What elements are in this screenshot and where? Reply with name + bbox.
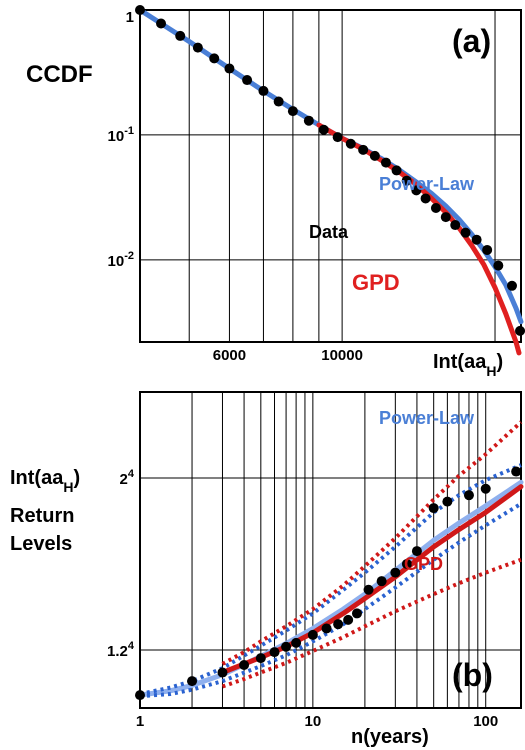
panel-b-ylabel-close: ) bbox=[73, 467, 80, 489]
panel-b-frame bbox=[139, 391, 522, 709]
panel-a-data-point bbox=[156, 18, 167, 29]
panel-b-data-point bbox=[269, 647, 280, 658]
panel-a-data-point bbox=[482, 244, 493, 255]
panel-a-data-point bbox=[420, 193, 431, 204]
panel-b-series-power-law-ci-upper bbox=[139, 463, 522, 696]
panel-a-data-point bbox=[287, 106, 298, 117]
panel-b-x-tick-label: 10 bbox=[305, 713, 322, 730]
panel-a-data-point bbox=[380, 157, 391, 168]
panel-b-data-point bbox=[307, 629, 318, 640]
panel-a: 6000 10000 1 10-1 10-2 (a) CCDF Power-Law Da… bbox=[26, 5, 525, 379]
panel-a-data-point bbox=[258, 85, 269, 96]
panel-a-data-point bbox=[192, 42, 203, 53]
panel-a-xlabel-main: Int(aa bbox=[433, 351, 487, 373]
panel-a-data-point bbox=[224, 63, 235, 74]
panel-b-ylabel-sub: H bbox=[63, 479, 73, 495]
panel-b-data-point bbox=[321, 623, 332, 634]
panel-b-series-power-law bbox=[137, 479, 524, 698]
panel-a-data-point bbox=[135, 5, 145, 15]
panel-b-y-tick-label: 1.24 bbox=[107, 640, 135, 660]
panel-a-data-point bbox=[369, 150, 380, 161]
panel-a-data-point bbox=[273, 96, 284, 107]
panel-b-xlabel: n(years) bbox=[351, 726, 429, 748]
panel-b-data-point bbox=[351, 608, 362, 619]
panel-a-xlabel-close: ) bbox=[496, 351, 503, 373]
panel-a-x-tick-label: 6000 bbox=[213, 347, 246, 364]
panel-a-data-point bbox=[493, 260, 504, 271]
panel-b-data-point bbox=[343, 614, 354, 625]
panel-b-ylabel-line2: Return bbox=[10, 505, 74, 527]
panel-b-data-point bbox=[480, 483, 491, 494]
panel-a-y-tick-label: 1 bbox=[126, 9, 134, 26]
panel-b-y-tick-label: 24 bbox=[120, 468, 135, 488]
label-data-a: Data bbox=[309, 222, 349, 242]
panel-b-data-point bbox=[187, 676, 198, 687]
panel-b-ylabel-line3: Levels bbox=[10, 533, 72, 555]
panel-b-data-point bbox=[135, 690, 145, 701]
panel-a-data-point bbox=[391, 165, 402, 176]
panel-b-data-point bbox=[255, 653, 266, 664]
panel-a-y-tick-label: 10-2 bbox=[108, 250, 134, 270]
label-gpd-b: GPD bbox=[404, 554, 443, 574]
panel-a-x-tick-label: 10000 bbox=[321, 347, 363, 364]
panel-b-data-point bbox=[511, 466, 522, 477]
panel-b-data-point bbox=[411, 546, 422, 557]
panel-a-data-point bbox=[411, 185, 422, 196]
panel-b-data-point bbox=[428, 503, 439, 514]
panel-a-data-point bbox=[332, 132, 343, 143]
label-power-law-a: Power-Law bbox=[379, 174, 475, 194]
panel-b-data-point bbox=[333, 619, 344, 630]
label-gpd-a: GPD bbox=[352, 270, 400, 295]
panel-a-xlabel-sub: H bbox=[486, 363, 496, 379]
panel-b-label: (b) bbox=[452, 657, 493, 693]
panel-a-data-point bbox=[450, 220, 461, 231]
panel-b-series-gpd-ci-lower bbox=[221, 557, 522, 689]
panel-a-data-point bbox=[506, 280, 517, 291]
panel-a-series bbox=[135, 5, 525, 356]
panel-a-y-tick-label: 10-1 bbox=[108, 125, 134, 145]
panel-a-xlabel: Int(aaH) bbox=[433, 351, 503, 379]
panel-a-data-point bbox=[209, 53, 220, 64]
label-power-law-b: Power-Law bbox=[379, 408, 475, 428]
panel-a-frame bbox=[139, 9, 522, 343]
panel-b-x-tick-label: 100 bbox=[473, 713, 498, 730]
panel-a-data-point bbox=[318, 124, 329, 135]
panel-a-data-point bbox=[430, 203, 441, 214]
panel-b-data-point bbox=[363, 584, 374, 595]
panel-a-data-point bbox=[401, 175, 412, 186]
panel-a-ylabel: CCDF bbox=[26, 61, 93, 88]
panel-b-data-point bbox=[390, 567, 401, 578]
panel-b-ylabel-main: Int(aa bbox=[10, 467, 64, 489]
panel-a-data-point bbox=[303, 115, 314, 126]
panel-b-series-gpd-ci-upper bbox=[221, 420, 523, 666]
panel-b-data-point bbox=[401, 558, 412, 569]
panel-b-data-point bbox=[463, 490, 474, 501]
panel-b-data-point bbox=[442, 496, 453, 507]
panel-b-x-tick-label: 1 bbox=[136, 713, 144, 730]
panel-b-ylabel-line1: Int(aaH) bbox=[10, 467, 80, 495]
panel-b-series-power-law-ci-lower bbox=[139, 502, 523, 699]
panel-b-data-point bbox=[376, 576, 387, 587]
panel-a-data-point bbox=[345, 138, 356, 149]
panel-a-data-point bbox=[471, 234, 482, 245]
panel-a-data-point bbox=[175, 30, 186, 41]
panel-b-data-point bbox=[281, 641, 292, 652]
panel-b-series bbox=[135, 420, 524, 701]
panel-b-data-point bbox=[291, 637, 302, 648]
panel-a-data-point bbox=[242, 75, 253, 86]
panel-a-data-point bbox=[440, 212, 451, 223]
panel-b-data-point bbox=[239, 660, 250, 671]
panel-a-data-point bbox=[515, 325, 525, 336]
panel-a-data-point bbox=[460, 227, 471, 238]
panel-a-data-point bbox=[358, 144, 369, 155]
panel-b-data-point bbox=[217, 667, 228, 678]
panel-b-ticks: 1 10 100 1.24 24 bbox=[107, 468, 498, 730]
panel-a-ticks: 6000 10000 1 10-1 10-2 bbox=[108, 9, 363, 364]
panel-a-label: (a) bbox=[452, 23, 491, 59]
